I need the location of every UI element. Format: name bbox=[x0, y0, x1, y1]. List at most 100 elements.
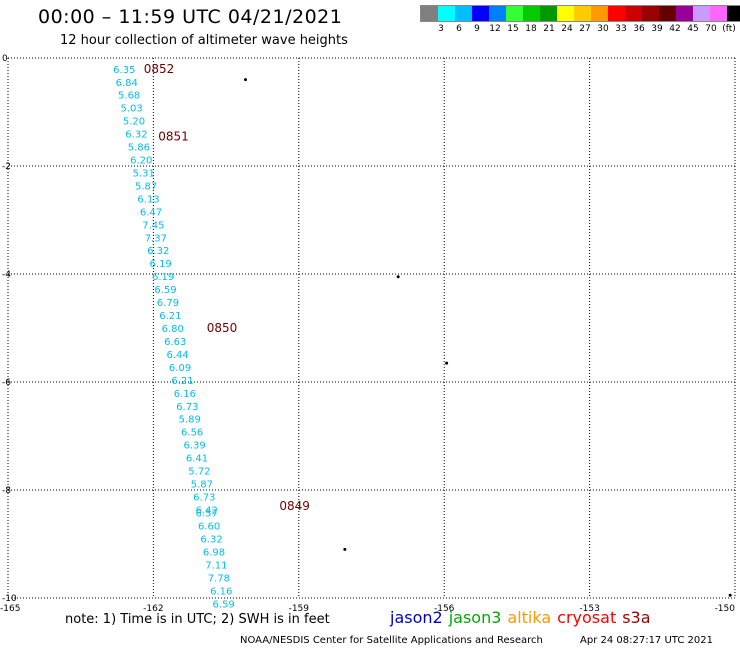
legend-label: 36 bbox=[633, 24, 645, 34]
legend-label: (ft) bbox=[722, 24, 736, 34]
swh-value: 6.19 bbox=[152, 272, 174, 283]
satellite-label-jason3: jason3 bbox=[448, 608, 502, 627]
map-title: 00:00 – 11:59 UTC 04/21/2021 bbox=[38, 6, 343, 28]
legend-label: 30 bbox=[597, 24, 609, 34]
legend-label: 39 bbox=[651, 24, 663, 34]
swh-value: 6.32 bbox=[147, 246, 169, 257]
color-legend: 3 6 9 12 15 18 21 24 27 30 33 36 39 42 45 70 (ft) bbox=[420, 5, 740, 36]
orbit-time-label: 0851 bbox=[158, 129, 189, 143]
legend-label: 42 bbox=[669, 24, 681, 34]
swh-value: 6.59 bbox=[213, 599, 235, 610]
lon-tick-label: -153 bbox=[579, 604, 599, 614]
lat-tick-label: -2 bbox=[2, 162, 11, 172]
lat-tick-label: -10 bbox=[2, 594, 17, 604]
legend-label: 9 bbox=[474, 24, 480, 34]
swh-value: 6.80 bbox=[162, 324, 184, 335]
map-subtitle: 12 hour collection of altimeter wave hei… bbox=[60, 33, 348, 48]
legend-swatch bbox=[472, 6, 489, 21]
legend-swatch bbox=[608, 6, 625, 21]
lon-tick-label: -150 bbox=[715, 604, 736, 614]
satellite-legend: jason2 jason3 altika cryosat s3a bbox=[390, 608, 657, 627]
swh-value: 7.78 bbox=[208, 573, 230, 584]
lat-tick-label: -4 bbox=[2, 270, 11, 280]
swh-value: 7.11 bbox=[205, 561, 227, 572]
island-marker bbox=[396, 275, 400, 279]
swh-value: 5.20 bbox=[123, 117, 145, 128]
orbit-time-label: 0852 bbox=[144, 62, 175, 76]
legend-swatch bbox=[506, 6, 523, 21]
swh-value: 5.87 bbox=[135, 181, 157, 192]
swh-value: 6.44 bbox=[167, 350, 189, 361]
swh-value: 5.72 bbox=[188, 467, 210, 478]
legend-swatch bbox=[727, 6, 740, 21]
legend-swatches bbox=[420, 5, 740, 22]
legend-swatch bbox=[523, 6, 540, 21]
swh-value: 6.98 bbox=[203, 548, 225, 559]
satellite-label-s3a: s3a bbox=[622, 608, 651, 627]
lon-tick-label: -159 bbox=[289, 604, 310, 614]
legend-swatch bbox=[421, 6, 438, 21]
swh-value: 6.39 bbox=[183, 441, 205, 452]
lon-tick-label: -156 bbox=[434, 604, 455, 614]
lon-tick-label: -162 bbox=[143, 604, 163, 614]
swh-value: 6.79 bbox=[157, 298, 179, 309]
orbit-time-label: 0850 bbox=[207, 321, 238, 335]
island-marker bbox=[243, 78, 247, 82]
legend-swatch bbox=[574, 6, 591, 21]
satellite-label-cryosat: cryosat bbox=[557, 608, 617, 627]
swh-value: 5.03 bbox=[120, 104, 142, 115]
legend-swatch bbox=[642, 6, 659, 21]
island-marker bbox=[445, 361, 449, 365]
legend-swatch bbox=[710, 6, 727, 21]
satellite-label-jason2: jason2 bbox=[390, 608, 443, 627]
swh-value: 6.21 bbox=[159, 311, 181, 322]
legend-label: 27 bbox=[579, 24, 591, 34]
lon-tick-label: -165 bbox=[0, 604, 20, 614]
footer-note: note: 1) Time is in UTC; 2) SWH is in fe… bbox=[65, 612, 330, 627]
swh-value: 6.42 bbox=[196, 505, 218, 516]
swh-value: 6.60 bbox=[198, 522, 220, 533]
swh-value: 6.59 bbox=[154, 285, 176, 296]
swh-value: 6.20 bbox=[130, 156, 152, 167]
satellite-label-altika: altika bbox=[507, 608, 552, 627]
legend-label: 18 bbox=[525, 24, 537, 34]
island-marker bbox=[343, 547, 347, 551]
swh-value: 6.35 bbox=[113, 65, 135, 76]
generated-date: Apr 24 08:27:17 UTC 2021 bbox=[580, 635, 713, 646]
legend-swatch bbox=[455, 6, 472, 21]
swh-value: 6.16 bbox=[174, 389, 196, 400]
swh-value: 6.41 bbox=[186, 454, 208, 465]
legend-label: 6 bbox=[456, 24, 462, 34]
swh-value: 6.73 bbox=[176, 402, 198, 413]
legend-label: 33 bbox=[615, 24, 627, 34]
swh-value: 6.32 bbox=[125, 130, 147, 141]
swh-value: 6.13 bbox=[137, 194, 159, 205]
lat-tick-label: -8 bbox=[2, 486, 11, 496]
swh-value: 6.19 bbox=[150, 259, 172, 270]
swh-value: 7.45 bbox=[142, 220, 164, 231]
swh-value: 5.89 bbox=[179, 415, 201, 426]
legend-swatch bbox=[625, 6, 642, 21]
swh-value: 5.86 bbox=[128, 143, 150, 154]
legend-label: 21 bbox=[543, 24, 555, 34]
swh-value: 5.68 bbox=[118, 91, 140, 102]
swh-value: 5.87 bbox=[191, 480, 213, 491]
legend-swatch bbox=[659, 6, 676, 21]
legend-label: 24 bbox=[561, 24, 573, 34]
swh-value: 6.21 bbox=[171, 376, 193, 387]
legend-label: 45 bbox=[687, 24, 699, 34]
legend-swatch bbox=[438, 6, 455, 21]
legend-swatch bbox=[591, 6, 608, 21]
swh-value: 6.32 bbox=[200, 535, 222, 546]
lat-tick-label: 0 bbox=[2, 54, 8, 64]
legend-swatch bbox=[489, 6, 506, 21]
legend-swatch bbox=[557, 6, 574, 21]
swh-value: 6.63 bbox=[164, 337, 186, 348]
swh-value: 7.37 bbox=[145, 233, 167, 244]
legend-label: 15 bbox=[507, 24, 519, 34]
swh-value: 6.56 bbox=[181, 428, 203, 439]
swh-value: 6.47 bbox=[140, 207, 162, 218]
swh-value: 6.84 bbox=[116, 78, 138, 89]
